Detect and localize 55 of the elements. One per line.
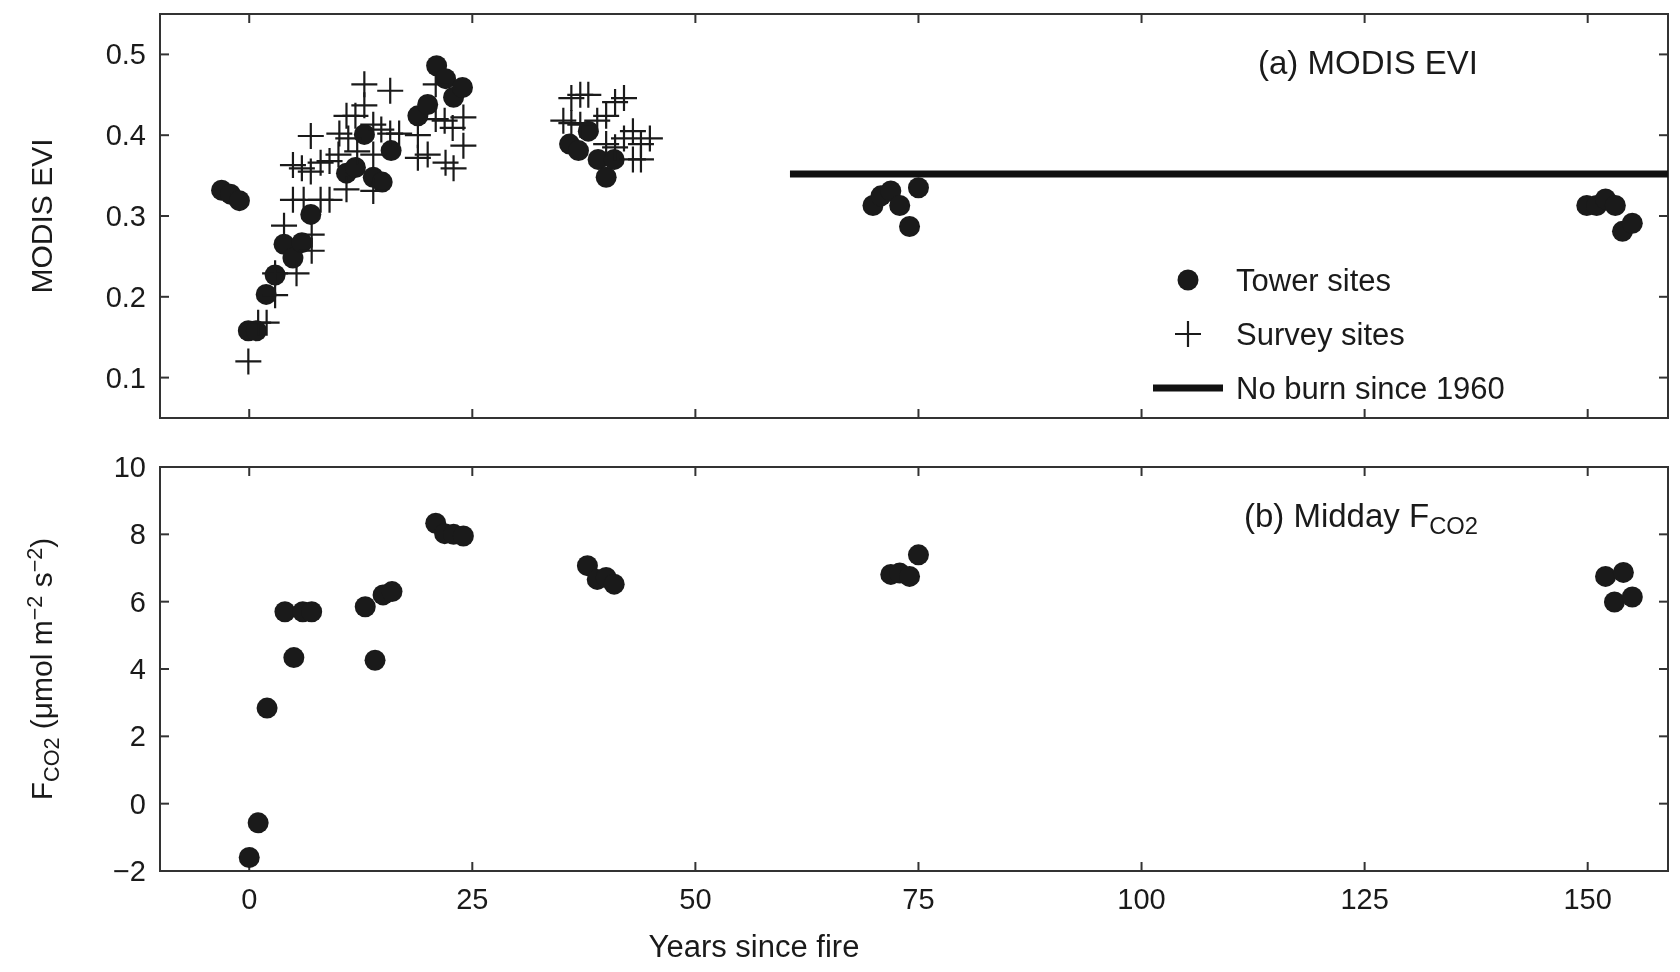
text: (a) MODIS EVI: [1257, 44, 1478, 81]
y-tick-label: 0.4: [105, 119, 146, 152]
y-tick-label: −2: [112, 855, 146, 887]
point: [907, 177, 929, 199]
point: [364, 649, 386, 671]
point: [889, 195, 911, 216]
point: [1595, 565, 1617, 587]
point: [907, 544, 929, 566]
legend-label: Tower sites: [1236, 263, 1392, 298]
point: [417, 94, 439, 115]
point: [354, 596, 376, 618]
point: [899, 565, 921, 587]
point: [238, 847, 260, 869]
y-tick-label: 0.1: [105, 361, 146, 394]
x-tick-label: 25: [456, 883, 489, 915]
point: [567, 140, 589, 162]
y-tick-label: 0: [129, 787, 146, 820]
y-axis-title: MODIS EVI: [25, 138, 58, 294]
x-tick-label: 75: [902, 883, 935, 915]
text: (b) Midday F$_{CO2}$: [1243, 497, 1478, 540]
point: [603, 573, 625, 595]
point: [300, 203, 322, 225]
point: [1621, 212, 1643, 234]
y-tick-label: 0.5: [105, 38, 146, 71]
y-tick-label: 4: [129, 653, 146, 685]
point: [380, 140, 402, 162]
point: [899, 216, 921, 237]
point: [274, 601, 296, 623]
legend-label: Survey sites: [1236, 317, 1405, 352]
point: [381, 581, 403, 603]
x-tick-label: 100: [1117, 883, 1166, 915]
point: [228, 190, 250, 212]
y-tick-label: 2: [129, 720, 146, 753]
x-tick-label: 0: [241, 883, 258, 915]
point: [247, 812, 269, 834]
y-tick-label: 10: [113, 451, 146, 483]
y-tick-label: 8: [129, 518, 146, 551]
point: [1604, 195, 1626, 216]
x-tick-label: 150: [1563, 883, 1612, 915]
point: [256, 697, 278, 719]
point: [880, 180, 902, 202]
legend-label: No burn since 1960: [1236, 371, 1505, 406]
point: [283, 647, 305, 669]
y-tick-label: 0.3: [105, 200, 146, 232]
point: [595, 166, 617, 188]
x-axis-title: Years since fire: [648, 929, 860, 964]
y-tick-label: 6: [129, 585, 146, 618]
x-tick-label: 125: [1340, 883, 1389, 915]
point: [1603, 591, 1625, 613]
point: [451, 77, 473, 99]
point: [1612, 561, 1634, 583]
point: [1621, 586, 1643, 608]
point: [344, 157, 366, 179]
x-tick-label: 50: [679, 883, 712, 915]
y-tick-label: 0.2: [105, 280, 146, 313]
